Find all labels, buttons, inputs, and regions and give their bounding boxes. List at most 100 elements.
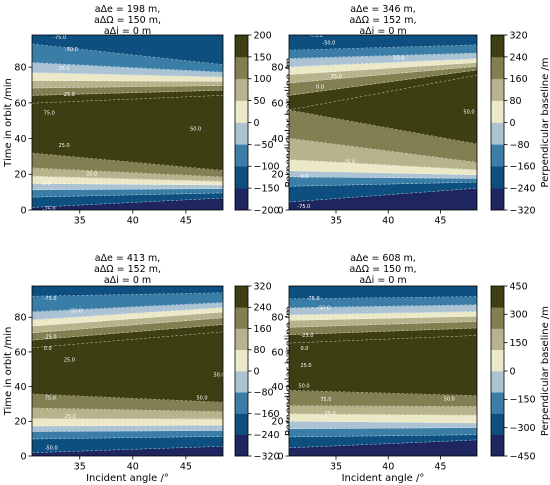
colorbar-segment: [491, 56, 504, 80]
contour-label: 50.0: [444, 396, 455, 402]
contour-label: 50.0: [190, 126, 201, 132]
contour-line: [32, 446, 223, 453]
subplot-title-line: aΔi = 0 m: [104, 275, 151, 286]
contour-band: [289, 413, 477, 424]
contour-line: [289, 137, 477, 163]
contour-line: [32, 424, 223, 427]
colorbar-label: Perpendicular baseline /m: [540, 57, 550, 187]
contour-line: [32, 43, 223, 65]
colorbar-segment: [491, 144, 504, 167]
contour-label: -75.0: [53, 35, 66, 41]
contour-label: -50.0: [322, 40, 335, 46]
colorbar-tick-label: 0: [254, 118, 260, 129]
axes-frame: [288, 34, 478, 211]
colorbar-tick-label: −160: [510, 162, 536, 173]
contour-band: [289, 176, 477, 187]
contour-band: [289, 44, 477, 59]
contour-label: -25.0: [300, 333, 313, 339]
contour-line: [32, 307, 223, 320]
colorbar-tick-label: 150: [254, 52, 272, 63]
subplot-title-line: aΔe = 413 m,: [95, 253, 161, 264]
colorbar: 320 240 160 80 0 −80 −160 −240 −320 Perpendicular…: [490, 30, 550, 216]
y-tick-label: 80: [14, 63, 26, 74]
contour-label: 25.0: [331, 74, 342, 80]
colorbar-segment: [235, 371, 248, 393]
contour-line: [32, 167, 223, 178]
axes-frame: [31, 285, 224, 457]
y-tick-label: 40: [14, 134, 26, 145]
x-tick-label: 40: [382, 462, 394, 473]
colorbar-segment: [235, 349, 248, 372]
colorbar-segment: [235, 100, 248, 123]
y-tick-label: 20: [14, 417, 26, 428]
contour-band: [289, 52, 477, 68]
contour-band: [289, 439, 477, 456]
contour-label: 25.0: [64, 92, 75, 98]
x-tick-label: 35: [74, 462, 86, 473]
contour-line: [32, 311, 223, 327]
colorbar-tick-label: 450: [510, 281, 528, 292]
contour-band: [289, 58, 477, 75]
subplot-title-line: aΔΩ = 152 m,: [349, 15, 416, 26]
contour-line: [32, 331, 223, 349]
colorbar-segment: [235, 286, 248, 308]
contour-band: [289, 35, 477, 51]
contour-line: [32, 197, 223, 208]
contour-band: [289, 311, 477, 321]
colorbar-tick-label: 50: [254, 96, 266, 107]
y-tick-label: 0: [20, 205, 26, 216]
y-tick-label: 60: [14, 347, 26, 358]
contour-label: 25.0: [59, 66, 70, 72]
x-axis-label: Incident angle /°: [342, 473, 425, 484]
colorbar-label: Perpendicular baseline /m: [540, 306, 550, 436]
x-tick-label: 40: [382, 216, 394, 227]
subplot-title-line: aΔi = 0 m: [359, 275, 406, 286]
x-tick-label: 35: [330, 216, 342, 227]
contour-band: [289, 286, 477, 300]
colorbar-segment: [491, 307, 504, 329]
contour-label: 0.0: [44, 346, 52, 352]
colorbar-tick-label: 240: [510, 52, 528, 63]
contour-line: [32, 95, 223, 104]
y-tick-label: 60: [271, 347, 283, 358]
contour-label: -75.0: [307, 296, 320, 302]
contour-label: -50.0: [65, 47, 78, 53]
colorbar: 200150100500−50−100−150−200Perpendicular…: [234, 30, 295, 216]
x-tick-label: 45: [434, 216, 446, 227]
colorbar-segment: [235, 35, 248, 58]
contour-line: [32, 89, 223, 96]
colorbar-tick-label: −320: [254, 451, 280, 462]
y-tick-label: 40: [271, 382, 283, 393]
contour-line: [32, 85, 223, 89]
colorbar-segment: [491, 349, 504, 372]
y-tick-label: 0: [277, 205, 283, 216]
colorbar-tick-label: 80: [254, 345, 266, 356]
contour-label: -75.0: [297, 204, 310, 210]
contour-bands: [289, 286, 477, 456]
y-tick-label: 0: [20, 451, 26, 462]
colorbar-segment: [491, 78, 504, 101]
y-tick-label: 80: [14, 313, 26, 324]
y-axis-label: Time in orbit /min: [3, 327, 14, 417]
y-tick-label: 20: [14, 170, 26, 181]
x-tick-label: 35: [74, 216, 86, 227]
colorbar-segment: [235, 413, 248, 436]
colorbar-tick-label: −200: [254, 205, 280, 216]
colorbar-tick-label: −100: [254, 162, 280, 173]
colorbar-tick-label: 160: [510, 74, 528, 85]
contour-band: [289, 181, 477, 203]
contour-band: [289, 62, 477, 84]
subplot-title-line: aΔΩ = 152 m,: [94, 264, 161, 275]
x-axis-label: Incident angle /°: [86, 473, 169, 484]
colorbar-tick-label: 200: [254, 30, 272, 41]
contour-label: -75.0: [310, 33, 323, 39]
contour-line: [32, 317, 223, 334]
colorbar-segment: [235, 307, 248, 329]
contour-band: [289, 321, 477, 336]
colorbar-segment: [235, 78, 248, 101]
contour-line: [289, 109, 477, 145]
contour-label: -50.0: [317, 306, 330, 312]
colorbar-tick-label: −240: [510, 184, 536, 195]
colorbar-segment: [235, 122, 248, 145]
